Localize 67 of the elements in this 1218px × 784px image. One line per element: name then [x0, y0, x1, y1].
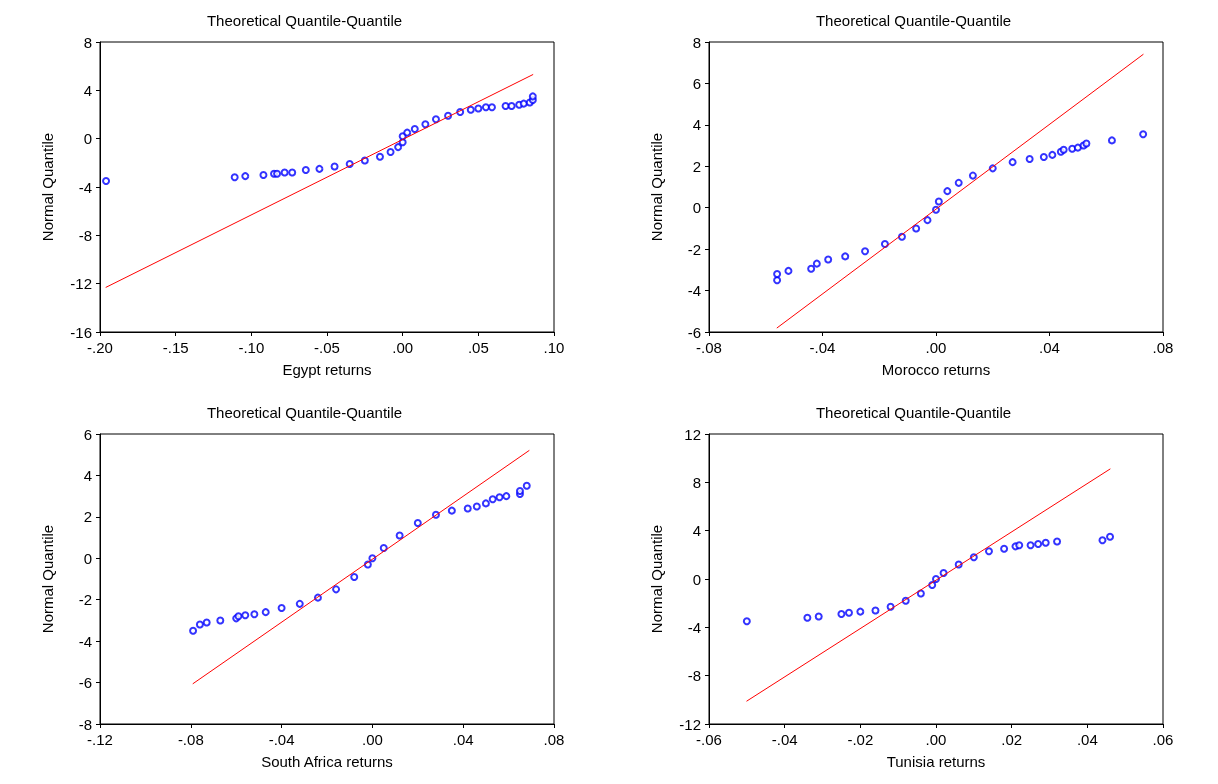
x-tick-label: -.04	[809, 339, 836, 356]
x-tick-label: .00	[925, 731, 947, 748]
y-tick-label: -8	[78, 715, 92, 733]
y-axis-title: Normal Quantile	[648, 132, 665, 242]
y-tick-label: 0	[692, 570, 701, 588]
y-tick-label: -4	[78, 632, 92, 650]
x-tick-label: -.10	[238, 339, 265, 356]
y-tick-label: 0	[83, 549, 92, 567]
y-tick-label: 8	[692, 473, 701, 491]
y-axis-title: Normal Quantile	[39, 524, 56, 634]
y-tick-label: -6	[78, 674, 92, 692]
y-tick-label: -8	[687, 667, 701, 685]
x-tick-label: -.20	[87, 339, 113, 356]
x-tick-label: .05	[467, 339, 489, 356]
x-tick-label: .08	[543, 731, 565, 748]
y-tick-label: 4	[692, 116, 701, 134]
chart-title: Theoretical Quantile-Quantile	[815, 404, 1012, 421]
y-tick-label: -12	[679, 715, 701, 733]
x-tick-label: .10	[543, 339, 565, 356]
y-tick-label: -2	[78, 591, 92, 609]
x-tick-label: .00	[925, 339, 947, 356]
x-tick-label: .00	[392, 339, 414, 356]
x-axis-title: Egypt returns	[282, 361, 372, 378]
x-tick-label: .06	[1152, 731, 1174, 748]
x-tick-label: .04	[1039, 339, 1060, 356]
y-tick-label: 4	[692, 522, 701, 540]
chart-title: Theoretical Quantile-Quantile	[815, 12, 1012, 29]
y-tick-label: 0	[692, 199, 701, 217]
y-tick-label: 6	[83, 425, 92, 443]
y-tick-label: -4	[687, 282, 701, 300]
y-tick-label: 8	[692, 33, 701, 51]
x-axis-title: South Africa returns	[261, 753, 393, 770]
x-tick-label: .00	[361, 731, 383, 748]
x-tick-label: -.12	[87, 731, 113, 748]
y-tick-label: 8	[83, 33, 92, 51]
x-tick-label: -.08	[696, 339, 722, 356]
x-tick-label: .04	[452, 731, 474, 748]
y-tick-label: 12	[684, 425, 701, 443]
y-tick-label: 4	[83, 466, 92, 484]
y-tick-label: -8	[78, 226, 92, 244]
x-tick-label: .08	[1152, 339, 1174, 356]
x-tick-label: -.15	[162, 339, 189, 356]
x-tick-label: -.02	[847, 731, 874, 748]
x-tick-label: -.06	[696, 731, 722, 748]
y-tick-label: 2	[83, 508, 92, 526]
x-tick-label: -.08	[177, 731, 204, 748]
y-tick-label: 0	[83, 130, 92, 148]
y-tick-label: -16	[70, 323, 92, 341]
chart-title: Theoretical Quantile-Quantile	[206, 12, 403, 29]
x-tick-label: -.05	[314, 339, 340, 356]
y-tick-label: -4	[78, 178, 92, 196]
y-axis-title: Normal Quantile	[648, 524, 665, 634]
y-tick-label: -12	[70, 275, 92, 293]
x-tick-label: -.04	[771, 731, 798, 748]
x-axis-title: Tunisia returns	[886, 753, 986, 770]
y-axis-title: Normal Quantile	[39, 132, 56, 242]
y-tick-label: -6	[687, 323, 701, 341]
y-tick-label: -4	[687, 618, 701, 636]
y-tick-label: 4	[83, 81, 92, 99]
x-tick-label: .04	[1076, 731, 1098, 748]
x-axis-title: Morocco returns	[881, 361, 991, 378]
y-tick-label: 6	[692, 74, 701, 92]
y-tick-label: -2	[687, 240, 701, 258]
x-tick-label: .02	[1001, 731, 1023, 748]
chart-title: Theoretical Quantile-Quantile	[206, 404, 403, 421]
y-tick-label: 2	[692, 157, 701, 175]
x-tick-label: -.04	[268, 731, 295, 748]
